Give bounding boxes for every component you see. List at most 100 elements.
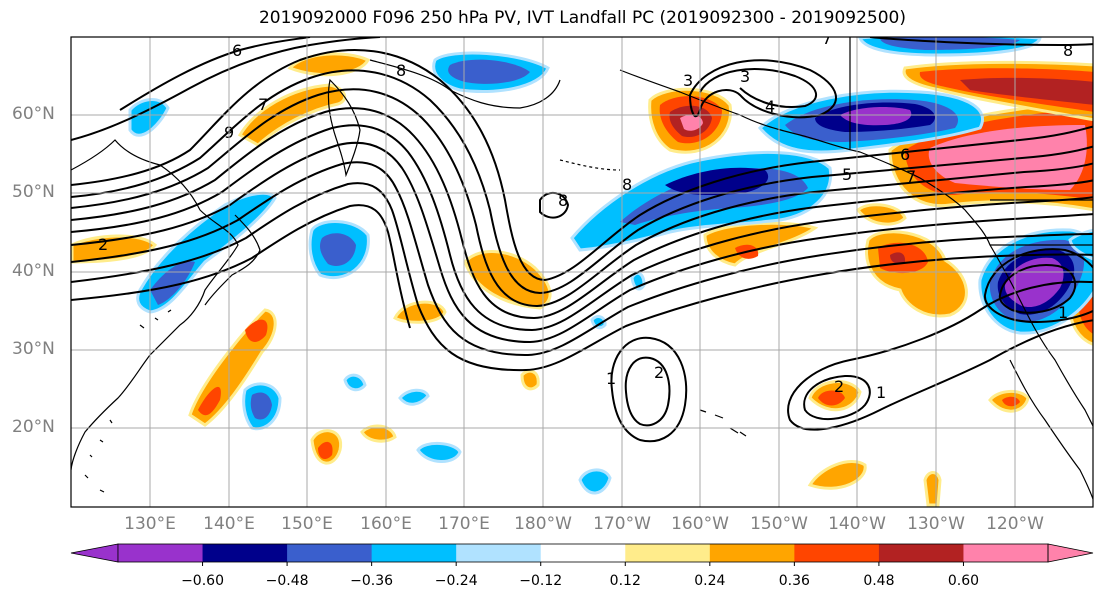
fill-darkred-northeast — [960, 77, 1093, 105]
fill-pink-alaska-w — [680, 114, 703, 131]
chart-title: 2019092000 F096 250 hPa PV, IVT Landfall… — [258, 8, 906, 28]
contour-line-2 — [71, 69, 1093, 295]
contour-line-9 — [71, 204, 411, 329]
contour-label: 2 — [834, 377, 844, 396]
colorbar — [70, 543, 1094, 566]
colorbar-swatch — [878, 544, 964, 562]
contour-sw-low-2 — [998, 264, 1077, 314]
colorbar-tick-label: −0.36 — [350, 573, 394, 589]
fill-orange-small-3 — [520, 369, 540, 391]
lon-label: 180°W — [514, 514, 572, 534]
contour-label: 1 — [1058, 303, 1068, 322]
contour-alaska-loop-2 — [699, 68, 817, 108]
fill-blue-blob-1 — [448, 59, 530, 84]
contour-line-8 — [71, 182, 1093, 372]
contour-label: 3 — [740, 67, 750, 86]
contour-label: 1 — [876, 383, 886, 402]
fill-blue-blob-3 — [250, 392, 272, 420]
colorbar-tick-label: 0.12 — [609, 573, 641, 589]
contour-line-1 — [71, 48, 1093, 282]
colorbar-tick-label: 0.60 — [947, 573, 980, 589]
lon-label: 150°W — [750, 514, 808, 534]
contour-line-6 — [71, 141, 1093, 344]
fill-red-sw-3 — [318, 441, 333, 460]
colorbar-swatch — [118, 544, 204, 562]
coast-islands-sw — [84, 309, 172, 493]
coastlines — [71, 37, 1093, 501]
fill-lightblue-small-4 — [416, 442, 462, 463]
fill-lightblue-small-1 — [128, 98, 170, 137]
contour-label: 8 — [622, 175, 632, 194]
colorbar-tick-label: 0.24 — [694, 573, 726, 589]
colorbar-tick-label: −0.24 — [434, 573, 478, 589]
lon-label: 170°E — [438, 514, 490, 534]
colorbar-arrow-left — [70, 543, 119, 563]
contour-label: 8 — [558, 191, 568, 210]
lat-label: 40°N — [12, 261, 55, 281]
colorbar-tick-label: 0.36 — [778, 573, 810, 589]
contour-label: 8 — [1063, 41, 1073, 60]
contour-line-4 — [71, 107, 1093, 320]
lat-label: 60°N — [12, 104, 55, 124]
coast-hawaii — [699, 409, 747, 437]
lon-label: 160°E — [360, 514, 412, 534]
fill-lightblue-small-5 — [578, 468, 612, 495]
contour-label: 5 — [842, 165, 852, 184]
colorbar-arrow-right — [1047, 543, 1094, 563]
fill-red-sw-2 — [245, 319, 268, 342]
map-content: 6 7 8 9 8 7 8 3 3 4 5 6 7 8 1 2 2 1 2 1 — [71, 37, 1093, 507]
contour-label: 2 — [654, 363, 664, 382]
contour-nw-7 — [71, 37, 381, 141]
fill-orange-south-2 — [923, 471, 942, 507]
contour-south-inner — [803, 374, 871, 421]
contour-line-7 — [71, 161, 1093, 357]
lon-label: 120°W — [986, 514, 1044, 534]
colorbar-swatch — [287, 544, 373, 562]
fill-blue-blob-2 — [320, 233, 356, 266]
contour-label: 3 — [683, 71, 693, 90]
colorbar-swatch — [709, 544, 795, 562]
contour-label: 1 — [606, 369, 616, 388]
lon-label: 130°E — [124, 514, 176, 534]
fill-darkred-pac-2 — [890, 252, 906, 264]
lon-label: 150°E — [281, 514, 333, 534]
colorbar-swatch — [456, 544, 542, 562]
gridlines — [71, 37, 1093, 507]
contour-label: 4 — [765, 97, 775, 116]
contour-sw-low-1 — [983, 248, 1093, 323]
contour-label: 7 — [258, 95, 268, 114]
positive-anomaly-fills — [71, 52, 1093, 507]
fill-purple-gulf — [840, 107, 912, 126]
colorbar-tick-label: 0.48 — [863, 573, 895, 589]
colorbar-swatch — [963, 544, 1049, 562]
fill-pink-bc — [928, 125, 1087, 190]
colorbar-swatch — [371, 544, 457, 562]
fill-orange-south-1 — [807, 460, 867, 490]
contour-line-5 — [71, 124, 1093, 332]
coast-japan — [204, 214, 261, 306]
fill-lightblue-small-6 — [590, 315, 607, 330]
colorbar-tick-label: −0.60 — [181, 573, 224, 589]
contour-label: 6 — [232, 41, 242, 60]
map-frame — [70, 36, 1094, 508]
lon-label: 170°W — [593, 514, 651, 534]
coast-mexico — [1009, 359, 1093, 501]
fill-lightblue-small-3 — [398, 388, 430, 406]
contour-hawaii-inner — [624, 356, 671, 427]
jet-contours — [71, 37, 1093, 443]
lon-label: 140°E — [203, 514, 255, 534]
lat-label: 20°N — [12, 417, 55, 437]
coast-kamchatka — [327, 78, 361, 178]
lon-label: 130°W — [907, 514, 965, 534]
colorbar-swatch — [794, 544, 880, 562]
contour-label: 8 — [396, 61, 406, 80]
coast-aleutians — [559, 159, 621, 171]
lon-label: 160°W — [671, 514, 729, 534]
contour-label: 6 — [900, 145, 910, 164]
contour-nw-6 — [119, 37, 311, 111]
fill-lightblue-small-2 — [343, 373, 367, 392]
colorbar-tick-label: −0.12 — [519, 573, 563, 589]
colorbar-swatch — [625, 544, 711, 562]
negative-anomaly-fills — [128, 37, 1093, 495]
